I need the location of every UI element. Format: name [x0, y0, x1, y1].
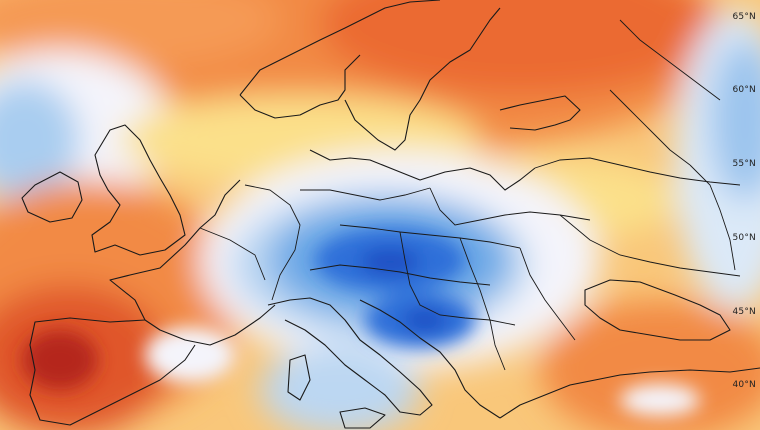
coast-finland: [499, 95, 581, 131]
field-balkans-extreme-cold: [403, 308, 447, 332]
coast-sicily: [339, 407, 386, 429]
latitude-label-55n: 55°N: [732, 159, 756, 169]
border-segment: [619, 19, 721, 101]
coast-italy: [267, 297, 433, 416]
field-alps-extreme-cold: [360, 248, 420, 276]
border-segment: [300, 187, 431, 201]
coast-norway: [239, 0, 441, 119]
field-balearic-neutral: [145, 327, 235, 383]
coast-sardinia: [287, 354, 311, 401]
latitude-label-50n: 50°N: [732, 233, 756, 243]
field-aegean-neutral: [620, 384, 700, 416]
field-scandinavia-warm: [320, 0, 720, 95]
latitude-label-65n: 65°N: [732, 12, 756, 22]
anomaly-core: [22, 228, 700, 416]
field-east-cold: [710, 40, 760, 200]
coast-sweden-baltic: [344, 7, 501, 151]
border-segment: [399, 231, 516, 326]
borders: [199, 19, 741, 371]
border-segment: [429, 187, 591, 226]
border-segment: [609, 89, 691, 166]
border-segment: [459, 237, 506, 371]
border-segment: [199, 227, 266, 281]
field-tyrrhenian-cold: [260, 345, 420, 430]
latitude-label-45n: 45°N: [732, 307, 756, 317]
field-aegean-warm: [540, 300, 760, 430]
border-segment: [339, 224, 521, 249]
border-segment: [534, 157, 741, 186]
coast-ireland: [21, 171, 83, 223]
field-atlantic-cold: [0, 80, 80, 200]
latitude-label-40n: 40°N: [732, 380, 756, 390]
coast-britain: [91, 124, 186, 256]
latitude-label-60n: 60°N: [732, 85, 756, 95]
border-segment: [519, 247, 576, 341]
coast-baltic-south: [309, 149, 536, 191]
field-iberia-extreme-hot: [22, 330, 98, 390]
coast-iberia: [29, 317, 196, 426]
coast-adriatic-balkans: [359, 299, 501, 419]
border-segment: [559, 214, 741, 277]
border-segment: [244, 184, 301, 301]
coast-black-sea: [584, 279, 731, 341]
coast-greece-turkey: [499, 367, 760, 419]
border-segment: [689, 164, 736, 271]
coastlines: [21, 0, 760, 429]
border-segment: [309, 264, 491, 286]
coast-west-europe: [109, 179, 276, 346]
